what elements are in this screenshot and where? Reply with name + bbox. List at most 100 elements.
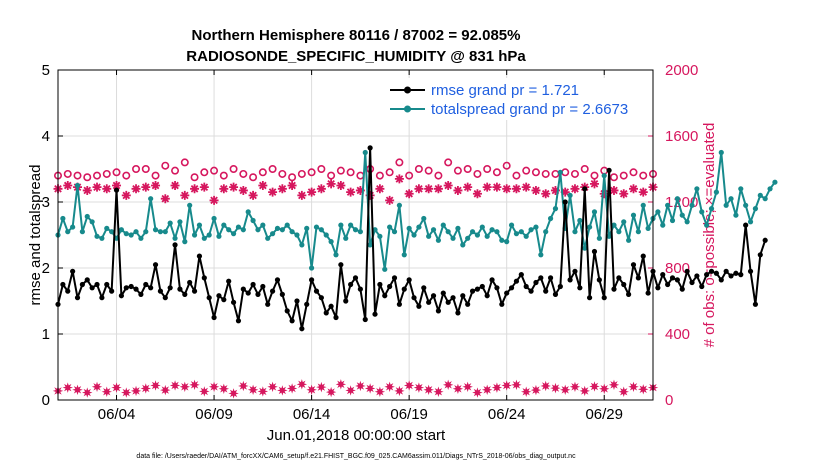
rmse-point: [294, 298, 300, 304]
obs-low-point: [589, 381, 600, 392]
totalspread-point: [401, 252, 407, 258]
obs-evaluated-point: [160, 194, 170, 204]
totalspread-point: [543, 229, 549, 235]
totalspread-point: [74, 182, 81, 189]
obs-evaluated-point: [511, 184, 521, 194]
obs-possible-point: [63, 169, 72, 178]
totalspread-point: [216, 233, 222, 239]
obs-low-point: [91, 381, 103, 392]
rmse-point: [508, 285, 515, 291]
obs-evaluated-point: [550, 185, 560, 195]
rmse-point: [299, 326, 305, 332]
obs-evaluated-point: [112, 181, 122, 190]
totalspread-point: [572, 229, 578, 235]
rmse-point: [182, 291, 188, 297]
obs-evaluated-point: [277, 184, 287, 194]
totalspread-point: [557, 169, 563, 175]
obs-possible-point: [249, 173, 258, 182]
rmse-point: [401, 286, 407, 292]
rmse-point: [533, 279, 539, 286]
obs-possible-point: [434, 171, 443, 180]
totalspread-point: [533, 224, 539, 230]
totalspread-point: [94, 233, 100, 239]
rmse-point: [201, 275, 207, 281]
rmse-point: [489, 277, 495, 283]
obs-evaluated-point: [190, 184, 200, 194]
obs-low-point: [121, 387, 132, 398]
totalspread-point: [669, 217, 676, 224]
obs-possible-point: [492, 168, 501, 177]
totalspread-point: [118, 227, 125, 233]
totalspread-point: [660, 222, 666, 228]
obs-evaluated-point: [170, 181, 180, 190]
rmse-point: [513, 278, 520, 284]
totalspread-point: [616, 229, 622, 235]
obs-low-point: [511, 379, 522, 391]
obs-evaluated-point: [599, 189, 609, 199]
obs-possible-point: [609, 173, 618, 182]
rmse-point: [728, 273, 734, 279]
totalspread-point: [372, 227, 378, 233]
obs-low-point: [462, 381, 473, 392]
rmse-point: [240, 286, 246, 292]
y-tick-label: 0: [42, 392, 50, 409]
totalspread-point: [728, 196, 734, 202]
totalspread-point: [157, 229, 164, 235]
y2-tick-label: 1600: [665, 128, 698, 145]
rmse-point: [679, 286, 685, 292]
obs-low-point: [618, 386, 629, 397]
rmse-point: [70, 268, 76, 274]
rmse-point: [65, 288, 71, 294]
y2-axis-label: # of obs: o=possible; ×=evaluated: [701, 123, 718, 348]
obs-possible-point: [112, 168, 121, 177]
totalspread-point: [640, 202, 646, 208]
totalspread-point: [255, 227, 261, 233]
obs-possible-point: [278, 169, 287, 178]
legend: rmse grand pr = 1.721 totalspread grand …: [382, 78, 650, 120]
totalspread-point: [743, 202, 749, 208]
rmse-point: [611, 286, 617, 292]
rmse-point: [109, 288, 115, 294]
totalspread-point: [469, 229, 476, 235]
obs-possible-point: [405, 171, 414, 180]
obs-possible-point: [483, 165, 492, 174]
obs-low-point: [550, 382, 561, 394]
obs-evaluated-point: [453, 185, 463, 195]
y-tick-label: 1: [42, 326, 50, 343]
x-tick-label: 06/14: [293, 406, 331, 423]
totalspread-point: [265, 235, 271, 241]
plot-frame: [57, 69, 654, 401]
rmse-point: [60, 281, 66, 288]
totalspread-point: [523, 233, 529, 239]
obs-possible-point: [590, 171, 599, 180]
rmse-point: [694, 273, 700, 279]
obs-evaluated-point: [92, 182, 102, 192]
rmse-point: [333, 314, 339, 321]
legend-rmse-marker: [404, 86, 411, 94]
rmse-point: [640, 253, 646, 259]
rmse-point: [377, 281, 383, 288]
obs-low-point: [521, 386, 532, 397]
rmse-point: [411, 295, 417, 301]
rmse-point: [148, 285, 154, 291]
totalspread-point: [435, 237, 442, 243]
totalspread-point: [630, 212, 637, 218]
chart-title: Northern Hemisphere 80116 / 87002 = 92.0…: [192, 27, 521, 44]
totalspread-point: [708, 206, 715, 212]
rmse-point: [591, 248, 598, 255]
rmse-point: [94, 281, 100, 288]
rmse-point: [387, 283, 393, 290]
rmse-point: [372, 311, 378, 317]
rmse-point: [113, 187, 120, 193]
obs-evaluated-point: [609, 185, 619, 195]
totalspread-point: [635, 229, 641, 235]
rmse-point: [596, 277, 602, 283]
rmse-point: [255, 291, 261, 297]
totalspread-point: [65, 229, 71, 235]
rmse-point: [133, 286, 139, 292]
totalspread-point: [430, 227, 437, 233]
rmse-point: [674, 277, 680, 283]
totalspread-point: [762, 196, 768, 202]
